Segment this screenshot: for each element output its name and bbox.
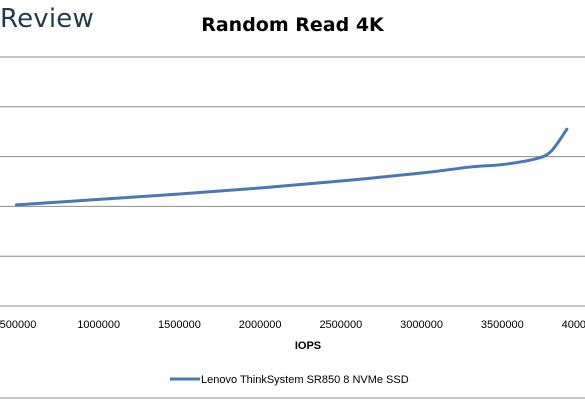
x-tick-label-5: 2500000 [319,319,362,331]
chart-title: Random Read 4K [201,14,384,36]
legend-entry-label: Lenovo ThinkSystem SR850 8 NVMe SSD [201,374,409,386]
x-tick-label-4: 2000000 [239,319,282,331]
x-tick-label-3: 1500000 [158,319,201,331]
legend: Lenovo ThinkSystem SR850 8 NVMe SSD [170,374,409,386]
series-layer [14,127,569,207]
x-axis-title: IOPS [295,340,321,352]
x-tick-label-7: 3500000 [481,319,524,331]
x-tick-label-1: 500000 [0,319,36,331]
x-tick-label-2: 1000000 [77,319,120,331]
x-axis-ticks: 500000 1000000 1500000 2000000 2500000 300000… [0,319,585,331]
series-line-1 [14,127,569,207]
gridlines [0,56,585,307]
x-tick-label-8: 4000000 [562,319,585,331]
brand-logo-text: Review [0,4,94,34]
x-tick-label-6: 3000000 [400,319,443,331]
